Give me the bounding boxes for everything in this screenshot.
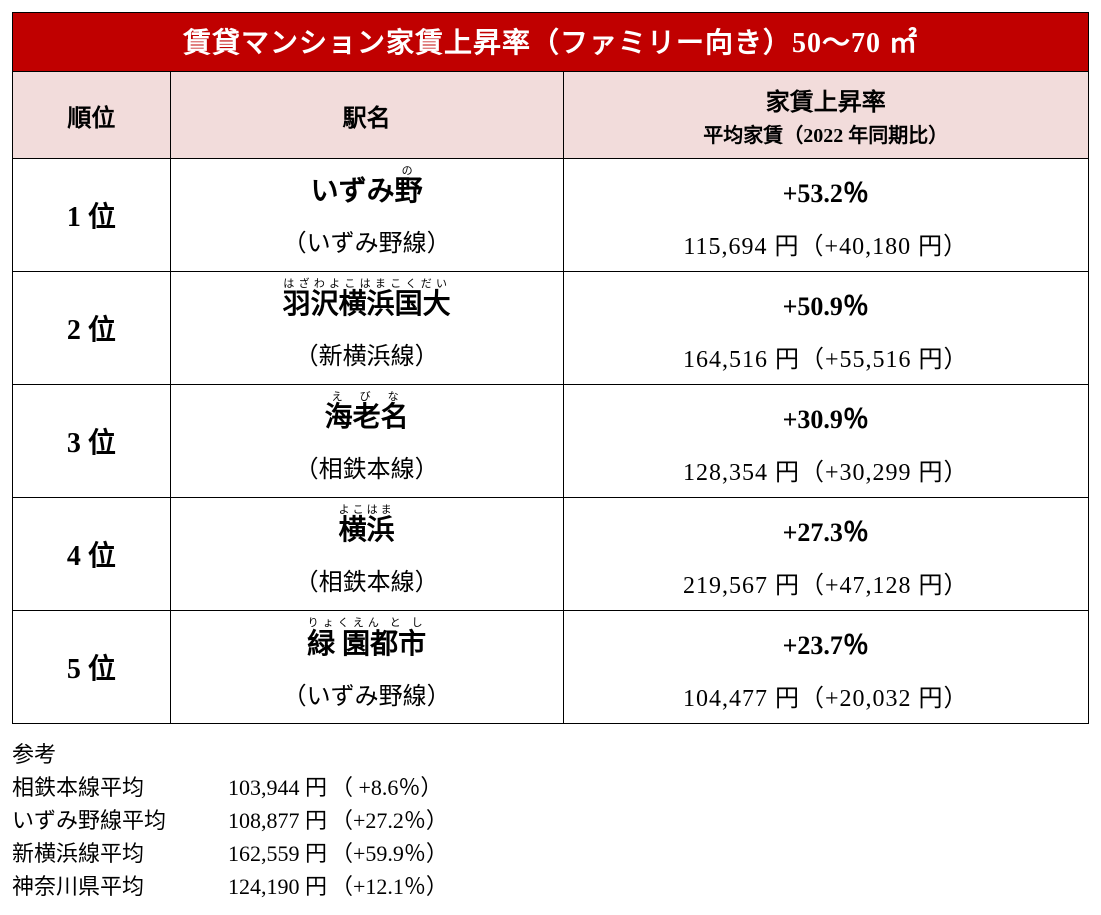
rate-amount: 104,477 円（+20,032 円） [564, 678, 1088, 713]
station-line: （いずみ野線） [171, 223, 563, 258]
rate-cell: +23.7％ 104,477 円（+20,032 円） [563, 611, 1088, 724]
rate-cell: +50.9％ 164,516 円（+55,516 円） [563, 272, 1088, 385]
rate-percent: +27.3％ [564, 512, 1088, 549]
rate-amount: 128,354 円（+30,299 円） [564, 452, 1088, 487]
rate-percent: +53.2％ [564, 173, 1088, 210]
table-row: 5 位緑 園都市りょくえん と し（いずみ野線）+23.7％ 104,477 円（… [13, 611, 1089, 724]
table-row: 3 位海老名えびな（相鉄本線）+30.9％ 128,354 円（+30,299 円… [13, 385, 1089, 498]
ref-amount: 108,877 円 [177, 804, 327, 837]
rate-amount: 115,694 円（+40,180 円） [564, 226, 1088, 261]
col-header-rate: 家賃上昇率 平均家賃（2022 年同期比） [563, 72, 1088, 159]
station-line: （新横浜線） [171, 336, 563, 371]
col-header-station: 駅名 [170, 72, 563, 159]
ref-percent: （+27.2％） [327, 804, 448, 837]
rate-header-main: 家賃上昇率 [766, 90, 886, 116]
station-cell: 横浜よこはま（相鉄本線） [170, 498, 563, 611]
ref-amount: 103,944 円 [177, 771, 327, 804]
table-row: 2 位羽沢横浜国大はざわよこはまこくだい（新横浜線）+50.9％ 164,516 … [13, 272, 1089, 385]
rate-amount: 219,567 円（+47,128 円） [564, 565, 1088, 600]
table-title: 賃貸マンション家賃上昇率（ファミリー向き）50～70 ㎡ [13, 13, 1089, 72]
rate-percent: +50.9％ [564, 286, 1088, 323]
ref-amount: 124,190 円 [177, 870, 327, 903]
rate-cell: +53.2％ 115,694 円（+40,180 円） [563, 159, 1088, 272]
rent-table: 賃貸マンション家賃上昇率（ファミリー向き）50～70 ㎡ 順位 駅名 家賃上昇率… [12, 12, 1089, 724]
rank-cell: 1 位 [13, 159, 171, 272]
reference-line: 相鉄本線平均103,944 円（ +8.6％） [12, 771, 1089, 804]
rate-percent: +23.7％ [564, 625, 1088, 662]
ref-percent: （+12.1％） [327, 870, 448, 903]
station-line: （相鉄本線） [171, 449, 563, 484]
reference-line: いずみ野線平均108,877 円（+27.2％） [12, 804, 1089, 837]
rate-percent: +30.9％ [564, 399, 1088, 436]
rate-amount: 164,516 円（+55,516 円） [564, 339, 1088, 374]
table-row: 4 位横浜よこはま（相鉄本線）+27.3％ 219,567 円（+47,128 円… [13, 498, 1089, 611]
ref-amount: 162,559 円 [177, 837, 327, 870]
station-line: （いずみ野線） [171, 676, 563, 711]
rank-cell: 5 位 [13, 611, 171, 724]
reference-title: 参考 [12, 738, 1089, 771]
rate-cell: +30.9％ 128,354 円（+30,299 円） [563, 385, 1088, 498]
rate-header-sub: 平均家賃（2022 年同期比） [564, 119, 1088, 148]
station-cell: 海老名えびな（相鉄本線） [170, 385, 563, 498]
reference-line: 新横浜線平均162,559 円（+59.9％） [12, 837, 1089, 870]
ref-percent: （+59.9％） [327, 837, 448, 870]
rank-cell: 2 位 [13, 272, 171, 385]
ref-label: 神奈川県平均 [12, 870, 177, 903]
ref-label: 相鉄本線平均 [12, 771, 177, 804]
rate-cell: +27.3％ 219,567 円（+47,128 円） [563, 498, 1088, 611]
reference-line: 神奈川県平均124,190 円（+12.1％） [12, 870, 1089, 903]
ref-label: 新横浜線平均 [12, 837, 177, 870]
rank-cell: 3 位 [13, 385, 171, 498]
col-header-rank: 順位 [13, 72, 171, 159]
station-line: （相鉄本線） [171, 562, 563, 597]
rank-cell: 4 位 [13, 498, 171, 611]
station-cell: 羽沢横浜国大はざわよこはまこくだい（新横浜線） [170, 272, 563, 385]
station-cell: いずみ野の（いずみ野線） [170, 159, 563, 272]
ref-label: いずみ野線平均 [12, 804, 177, 837]
reference-block: 参考 相鉄本線平均103,944 円（ +8.6％）いずみ野線平均108,877… [12, 738, 1089, 903]
ref-percent: （ +8.6％） [327, 771, 442, 804]
station-cell: 緑 園都市りょくえん と し（いずみ野線） [170, 611, 563, 724]
table-row: 1 位いずみ野の（いずみ野線）+53.2％ 115,694 円（+40,180 円… [13, 159, 1089, 272]
